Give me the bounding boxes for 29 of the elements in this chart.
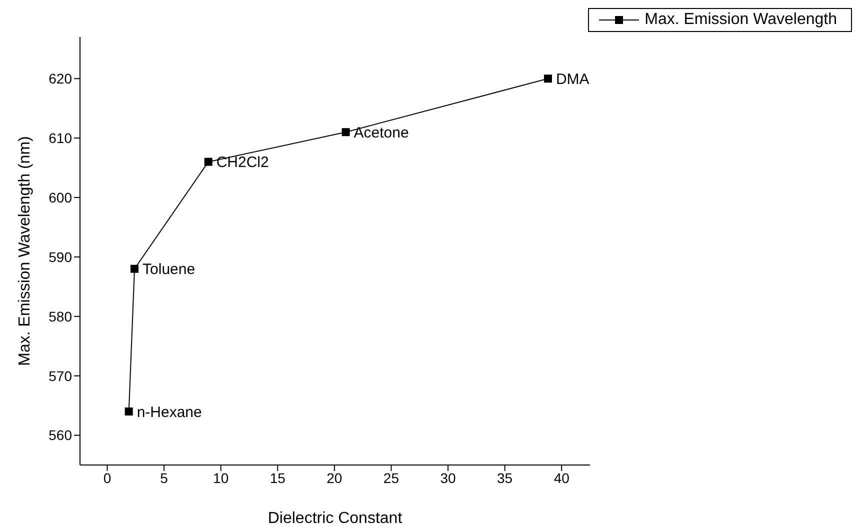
x-tick-label: 30 — [440, 470, 456, 486]
x-axis-title: Dielectric Constant — [268, 510, 403, 527]
annotation: DMA — [556, 70, 590, 88]
point — [124, 408, 133, 416]
annotation: CH2Cl2 — [216, 154, 269, 172]
annotation: Acetone — [354, 124, 409, 142]
y-tick-label: 600 — [48, 189, 72, 206]
x-tick-label: 40 — [554, 470, 570, 486]
x-tick-label: 15 — [270, 470, 286, 486]
annotation: n-Hexane — [136, 404, 202, 421]
y-tick-label: 570 — [48, 368, 72, 384]
y-tick-label: 590 — [48, 248, 72, 265]
legend-label: Max. Emission Wavelength — [644, 11, 837, 29]
x-tick-label: 25 — [383, 470, 400, 486]
point — [544, 74, 552, 83]
x-tick-label: 5 — [160, 470, 168, 486]
annotation: Toluene — [142, 261, 196, 278]
y-tick-label: 580 — [48, 308, 72, 324]
y-axis-title: Max. Emission Wavelength (nm) — [16, 136, 34, 366]
x-tick-label: 35 — [497, 470, 513, 486]
point — [130, 264, 139, 273]
y-tick-label: 620 — [48, 70, 72, 87]
y-tick-label: 560 — [48, 427, 72, 444]
x-tick-label: 10 — [213, 470, 229, 486]
y-tick-label: 610 — [48, 130, 72, 146]
x-tick-label: 20 — [326, 470, 342, 486]
point — [204, 158, 212, 166]
x-tick-label: 0 — [103, 470, 112, 486]
point — [342, 128, 350, 136]
